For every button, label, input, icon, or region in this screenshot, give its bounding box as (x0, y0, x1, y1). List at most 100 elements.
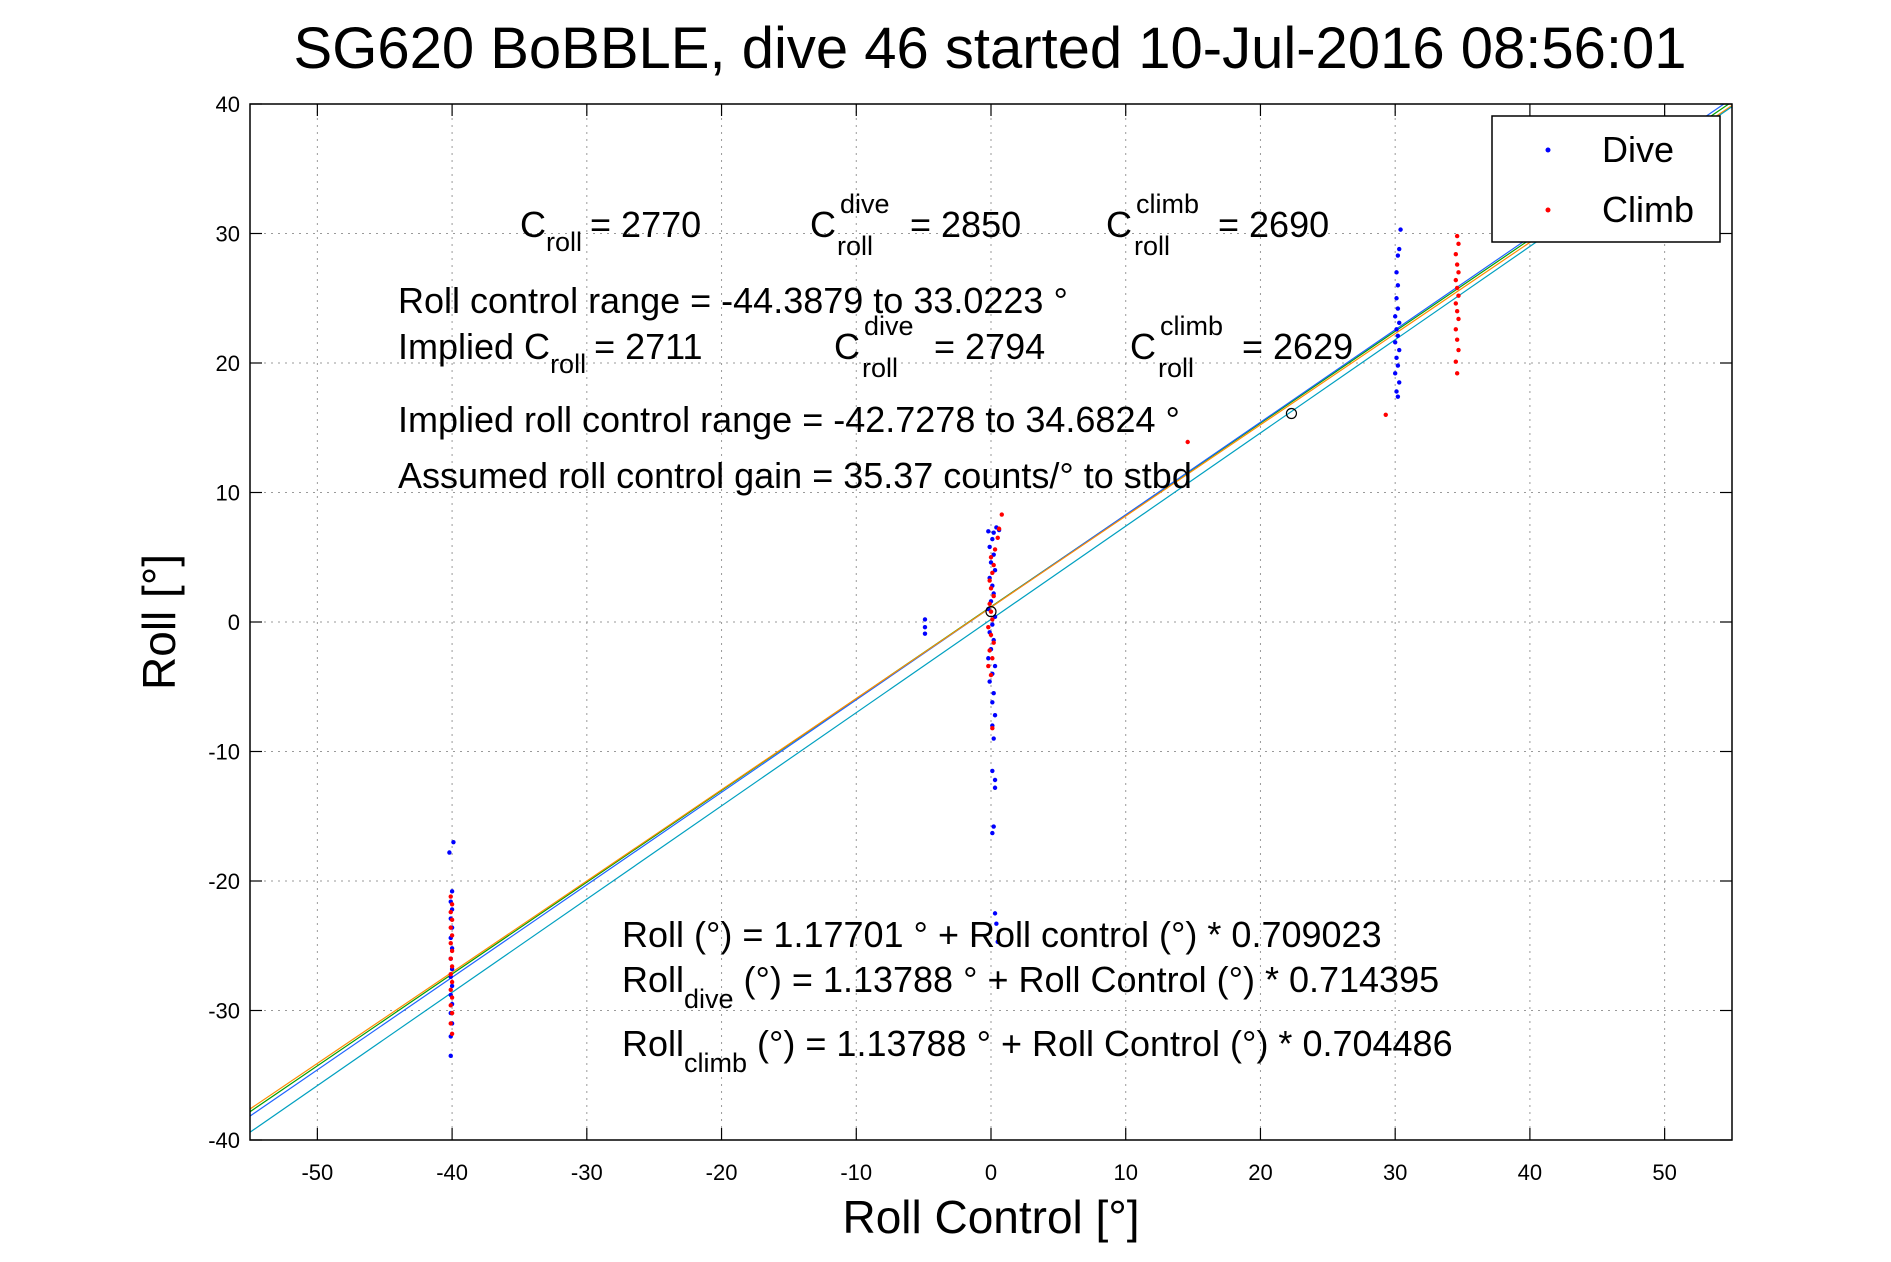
data-point-dive (986, 656, 991, 661)
legend-box (1491, 115, 1721, 243)
y-axis-label: Roll [°] (133, 554, 185, 690)
data-point-dive (990, 700, 995, 705)
data-point-climb (448, 1021, 453, 1026)
data-point-climb (990, 617, 995, 622)
data-point-dive (992, 911, 998, 916)
legend: Dive Climb (1491, 115, 1721, 243)
x-tick-label: 30 (1383, 1160, 1407, 1185)
data-point-climb (991, 562, 996, 568)
c-roll-dive-sup: dive (840, 189, 890, 219)
data-point-climb (986, 663, 991, 669)
data-point-dive (991, 824, 996, 829)
data-point-climb (449, 995, 455, 1000)
data-point-dive (1395, 363, 1401, 368)
y-tick-label: -10 (208, 740, 240, 765)
x-tick-label: -30 (571, 1160, 603, 1185)
data-point-climb (1456, 316, 1461, 322)
data-point-climb (1454, 337, 1460, 342)
data-point-climb (990, 725, 995, 731)
data-point-climb (449, 964, 455, 969)
data-point-climb (449, 917, 455, 923)
data-point-climb (448, 909, 453, 915)
data-point-dive (447, 850, 452, 855)
data-point-climb (987, 601, 992, 607)
x-tick-label: 50 (1652, 1160, 1676, 1185)
data-point-climb (1453, 301, 1459, 306)
x-tick-label: 0 (985, 1160, 997, 1185)
data-point-climb (1454, 233, 1460, 239)
y-tick-label: -30 (208, 999, 240, 1024)
implied-c-roll: Implied Croll = 2711 (398, 326, 703, 379)
data-point-dive (991, 736, 996, 741)
roll-control-range: Roll control range = -44.3879 to 33.0223… (398, 280, 1068, 321)
fit-line (250, 104, 1732, 1110)
data-point-climb (992, 547, 998, 552)
circle-markers (985, 407, 1298, 618)
c-roll-dive-annotation: Croll= 2850 (810, 204, 1021, 261)
data-point-dive (992, 713, 998, 718)
data-point-dive (990, 830, 995, 836)
data-point-dive (922, 624, 928, 630)
data-point-dive (1395, 306, 1401, 311)
data-point-dive (992, 785, 998, 790)
data-point-dive (990, 768, 995, 774)
data-point-climb (996, 526, 1002, 531)
data-point-climb (449, 933, 455, 938)
y-tick-label: 0 (228, 610, 240, 635)
legend-climb-marker (1545, 207, 1551, 213)
data-point-climb (448, 1003, 453, 1008)
y-tick-label: -20 (208, 869, 240, 894)
data-point-climb (449, 902, 455, 907)
data-point-climb (1456, 270, 1461, 275)
chart-title: SG620 BoBBLE, dive 46 started 10-Jul-201… (294, 16, 1687, 81)
data-point-dive (451, 839, 456, 845)
data-point-climb (988, 632, 994, 638)
data-point-climb (448, 894, 453, 899)
x-tick-label: -20 (706, 1160, 738, 1185)
x-tick-label: 20 (1248, 1160, 1272, 1185)
data-point-climb (1456, 347, 1461, 353)
data-point-dive (1395, 394, 1401, 399)
data-point-dive (986, 529, 991, 534)
data-point-climb (1456, 241, 1461, 247)
data-point-dive (995, 939, 1000, 945)
data-point-dive (1392, 371, 1398, 376)
data-point-dive (1394, 389, 1399, 394)
implied-c-roll-climb: Croll= 2629 (1130, 326, 1353, 383)
circle-marker (1285, 407, 1298, 420)
data-point-dive (1392, 340, 1398, 345)
equation-dive: Rolldive (°) = 1.13788 ° + Roll Control … (622, 959, 1439, 1014)
data-point-climb (987, 648, 992, 653)
implied-roll-control-range: Implied roll control range = -42.7278 to… (398, 399, 1180, 440)
data-point-climb (1454, 371, 1460, 376)
data-point-climb (448, 925, 453, 930)
data-point-dive (990, 622, 995, 627)
data-point-climb (988, 672, 994, 678)
x-tick-label: 10 (1113, 1160, 1137, 1185)
implied-c-roll-climb-sup: climb (1160, 311, 1223, 341)
data-point-dive (449, 889, 455, 894)
data-point-climb (987, 578, 992, 583)
x-axis-label: Roll Control [°] (842, 1191, 1139, 1243)
data-point-climb (449, 1031, 455, 1037)
data-point-climb (1454, 309, 1460, 314)
data-point-climb (1456, 293, 1461, 298)
data-point-dive (1395, 333, 1401, 339)
data-point-dive (1398, 227, 1403, 232)
data-point-climb (991, 593, 996, 599)
data-point-dive (1397, 380, 1402, 385)
data-point-climb (449, 948, 455, 954)
data-point-climb (1453, 252, 1459, 257)
data-point-climb (448, 940, 453, 946)
x-tick-label: -40 (436, 1160, 468, 1185)
data-point-climb (1453, 327, 1459, 332)
data-point-climb (995, 535, 1000, 541)
y-tick-label: 40 (216, 92, 240, 117)
data-point-dive (1397, 320, 1402, 326)
data-point-climb (988, 555, 994, 560)
data-point-climb (999, 512, 1004, 517)
equation-all: Roll (°) = 1.17701 ° + Roll control (°) … (622, 914, 1382, 955)
data-point-dive (1394, 296, 1399, 301)
y-axis-ticks: -40 -30 -20 -10 0 10 20 30 40 (208, 92, 1732, 1153)
